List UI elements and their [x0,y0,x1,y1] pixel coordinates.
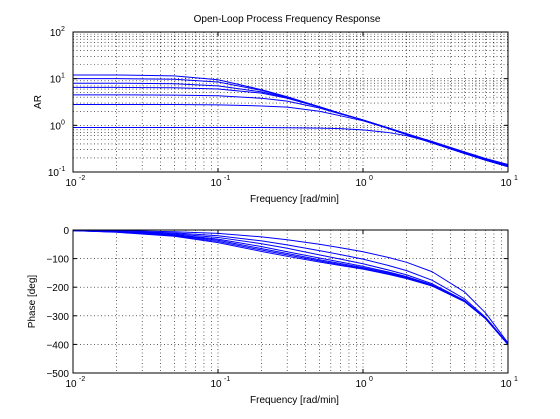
phase-x-tick-exponent: 0 [369,376,373,383]
magnitude-x-tick-label: 10 -2 [65,175,85,189]
chart-title: Open-Loop Process Frequency Response [194,14,381,25]
magnitude-tick-group: 10 -2 10 -1 10 0 10 110 -110 010 110 2 [48,26,518,189]
phase-y-tick-label: −400 [46,340,69,351]
magnitude-y-tick-base: 10 [50,75,62,86]
magnitude-y-tick-base: 10 [48,168,60,179]
phase-x-tick-base: 10 [210,379,222,390]
phase-x-tick-base: 10 [355,379,367,390]
magnitude-series-line-7 [73,126,509,168]
phase-x-tick-label: 10 0 [355,376,373,390]
phase-series-line-5 [72,229,509,345]
phase-plot-frame [72,229,509,374]
phase-series-group [72,229,509,345]
phase-series-line-7 [72,229,509,344]
phase-y-tick-label: −100 [46,255,69,266]
magnitude-x-tick-base: 10 [355,178,367,189]
phase-x-tick-base: 10 [500,379,512,390]
phase-x-tick-label: 10 -1 [210,376,230,390]
magnitude-x-axis-label: Frequency [rad/min] [250,194,339,205]
phase-x-axis-label: Frequency [rad/min] [250,395,339,406]
magnitude-x-tick-label: 10 -1 [210,175,230,189]
phase-axes: 10 -2 10 -1 10 0 10 10−100−200−300−400−500 Freq… [27,226,518,406]
phase-y-axis-label: Phase [deg] [27,275,38,329]
magnitude-x-tick-exponent: 0 [369,175,373,182]
magnitude-plot-frame [72,31,509,173]
magnitude-x-tick-exponent: 1 [514,175,518,182]
magnitude-y-tick-label: 10 -1 [48,166,65,179]
phase-y-tick-label: −500 [46,369,69,380]
phase-x-tick-label: 10 -2 [65,376,85,390]
phase-y-tick-label: −200 [46,283,69,294]
magnitude-y-tick-exponent: 1 [61,73,65,80]
magnitude-y-tick-exponent: -1 [59,166,65,173]
phase-tick-group: 10 -2 10 -1 10 0 10 10−100−200−300−400−500 [46,226,518,390]
phase-gridlines [73,230,508,373]
phase-x-tick-exponent: -1 [224,376,230,383]
magnitude-x-tick-exponent: -1 [224,175,230,182]
magnitude-y-tick-label: 10 1 [50,73,65,86]
phase-x-tick-exponent: 1 [514,376,518,383]
magnitude-x-tick-base: 10 [210,178,222,189]
magnitude-axes: 10 -2 10 -1 10 0 10 110 -110 010 110 2 Frequency [r… [33,26,518,205]
magnitude-y-tick-label: 10 2 [50,26,65,39]
magnitude-y-tick-label: 10 0 [50,119,65,132]
magnitude-x-tick-label: 10 1 [500,175,518,189]
magnitude-x-tick-base: 10 [500,178,512,189]
magnitude-x-tick-label: 10 0 [355,175,373,189]
magnitude-x-tick-base: 10 [65,178,77,189]
phase-series-line-4 [72,230,509,345]
magnitude-gridlines [73,32,508,172]
phase-x-tick-label: 10 1 [500,376,518,390]
magnitude-series-group [73,74,509,168]
magnitude-y-tick-base: 10 [50,121,62,132]
phase-y-tick-label: 0 [63,226,69,237]
magnitude-y-tick-exponent: 2 [61,26,65,33]
phase-x-tick-exponent: -2 [79,376,85,383]
magnitude-y-axis-label: AR [33,95,44,109]
magnitude-y-tick-base: 10 [50,28,62,39]
magnitude-y-tick-exponent: 0 [61,119,65,126]
phase-y-tick-label: −300 [46,312,69,323]
magnitude-x-tick-exponent: -2 [79,175,85,182]
phase-x-tick-base: 10 [65,379,77,390]
phase-series-line-6 [72,229,509,345]
